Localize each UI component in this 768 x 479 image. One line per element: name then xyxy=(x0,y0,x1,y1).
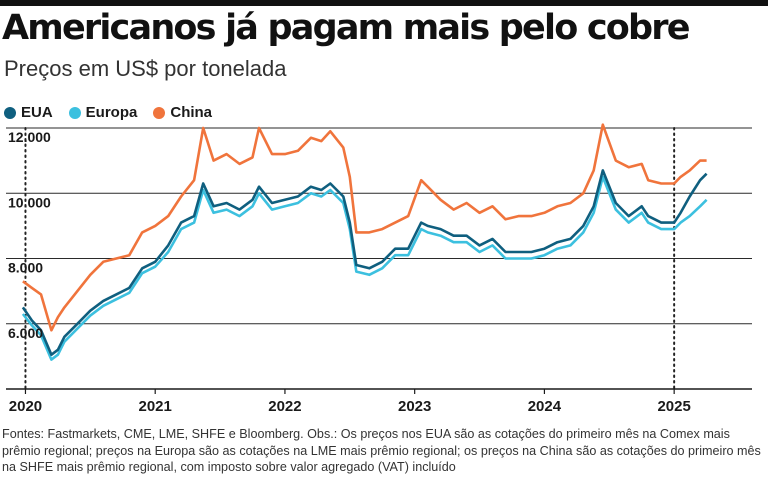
x-tick-label: 2025 xyxy=(657,398,690,415)
source-note: Fontes: Fastmarkets, CME, LME, SHFE e Bl… xyxy=(2,427,761,475)
legend-swatch-europa xyxy=(68,106,81,119)
series-line-china xyxy=(22,123,707,332)
top-rule xyxy=(0,0,768,6)
series-line-eua xyxy=(21,169,708,356)
legend-item-eua: EUA xyxy=(4,104,53,121)
y-tick-label: 8.000 xyxy=(8,260,43,276)
legend-item-china: China xyxy=(153,104,212,121)
legend-item-europa: Europa xyxy=(68,104,138,121)
y-axis-labels: 6.000 8.000 10.000 12.000 xyxy=(8,129,51,341)
x-tick-label: 2020 xyxy=(9,398,42,415)
gridlines xyxy=(6,127,752,325)
x-tick-label: 2022 xyxy=(268,398,301,415)
legend-swatch-eua xyxy=(4,106,16,119)
y-tick-label: 6.000 xyxy=(8,325,43,341)
y-tick-label: 12.000 xyxy=(8,129,51,145)
x-tick-label: 2021 xyxy=(139,398,172,415)
legend-swatch-china xyxy=(153,106,166,119)
chart-title: Americanos já pagam mais pelo cobre xyxy=(2,8,690,48)
y-tick-label: 10.000 xyxy=(8,194,51,210)
legend-label-china: China xyxy=(170,104,213,121)
x-tick-label: 2023 xyxy=(398,398,431,415)
series-lines xyxy=(21,123,708,361)
chart-subtitle: Preços em US$ por tonelada xyxy=(4,56,287,81)
legend-label-eua: EUA xyxy=(21,104,53,121)
x-axis xyxy=(6,388,752,394)
series-line-europa xyxy=(21,175,708,361)
legend-label-europa: Europa xyxy=(85,104,138,121)
x-axis-labels: 2020 2021 2022 2023 2024 2025 xyxy=(9,398,691,415)
legend: EUA Europa China xyxy=(4,104,228,121)
x-tick-label: 2024 xyxy=(528,398,562,415)
year-markers xyxy=(24,127,676,390)
